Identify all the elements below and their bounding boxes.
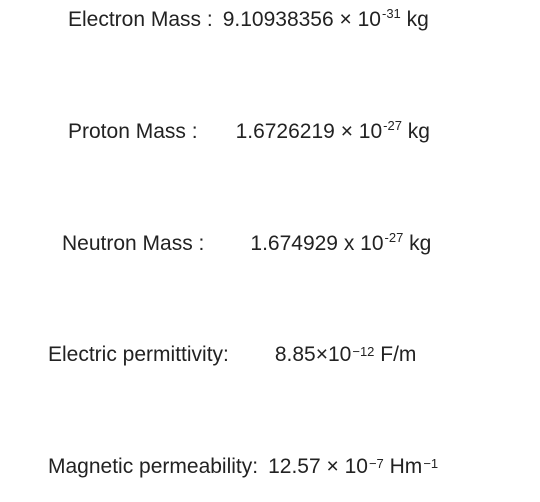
proton-mass-exponent: -27 [383, 118, 402, 133]
electric-permittivity-times: ×10 [315, 343, 352, 366]
electron-mass-times: × 10 [339, 8, 381, 31]
neutron-mass-mantissa: 1.674929 [250, 232, 338, 255]
magnetic-permeability-unit-exponent: −1 [423, 456, 439, 471]
magnetic-permeability-label: Magnetic permeability: [48, 455, 259, 478]
magnetic-permeability-row: Magnetic permeability: 12.57 × 10−7 Hm−1 [48, 452, 438, 484]
neutron-mass-times: x 10 [343, 232, 384, 255]
electron-mass-unit: kg [406, 8, 429, 31]
neutron-mass-label: Neutron Mass : [62, 232, 205, 255]
proton-mass-row: Proton Mass : 1.6726219 × 10-27 kg [68, 117, 430, 149]
electron-mass-mantissa: 9.10938356 [222, 8, 334, 31]
magnetic-permeability-unit: Hm [389, 455, 423, 478]
electron-mass-row: Electron Mass : 9.10938356 × 10-31 kg [68, 5, 429, 37]
neutron-mass-exponent: -27 [384, 230, 404, 245]
electric-permittivity-mantissa: 8.85 [274, 343, 316, 366]
electric-permittivity-exponent: −12 [352, 344, 375, 359]
proton-mass-mantissa: 1.6726219 [235, 120, 335, 143]
magnetic-permeability-times: × 10 [326, 455, 368, 478]
magnetic-permeability-exponent: −7 [368, 456, 384, 471]
proton-mass-unit: kg [407, 120, 430, 143]
electric-permittivity-unit: F/m [380, 343, 417, 366]
neutron-mass-unit: kg [409, 232, 432, 255]
magnetic-permeability-mantissa: 12.57 [268, 455, 321, 478]
electron-mass-label: Electron Mass : [68, 8, 213, 31]
neutron-mass-row: Neutron Mass : 1.674929 x 10-27 kg [62, 229, 431, 261]
electric-permittivity-row: Electric permittivity: 8.85×10−12 F/m [48, 340, 416, 372]
electric-permittivity-label: Electric permittivity: [48, 343, 229, 366]
proton-mass-label: Proton Mass : [68, 120, 198, 143]
proton-mass-times: × 10 [340, 120, 383, 143]
electron-mass-exponent: -31 [381, 6, 401, 21]
